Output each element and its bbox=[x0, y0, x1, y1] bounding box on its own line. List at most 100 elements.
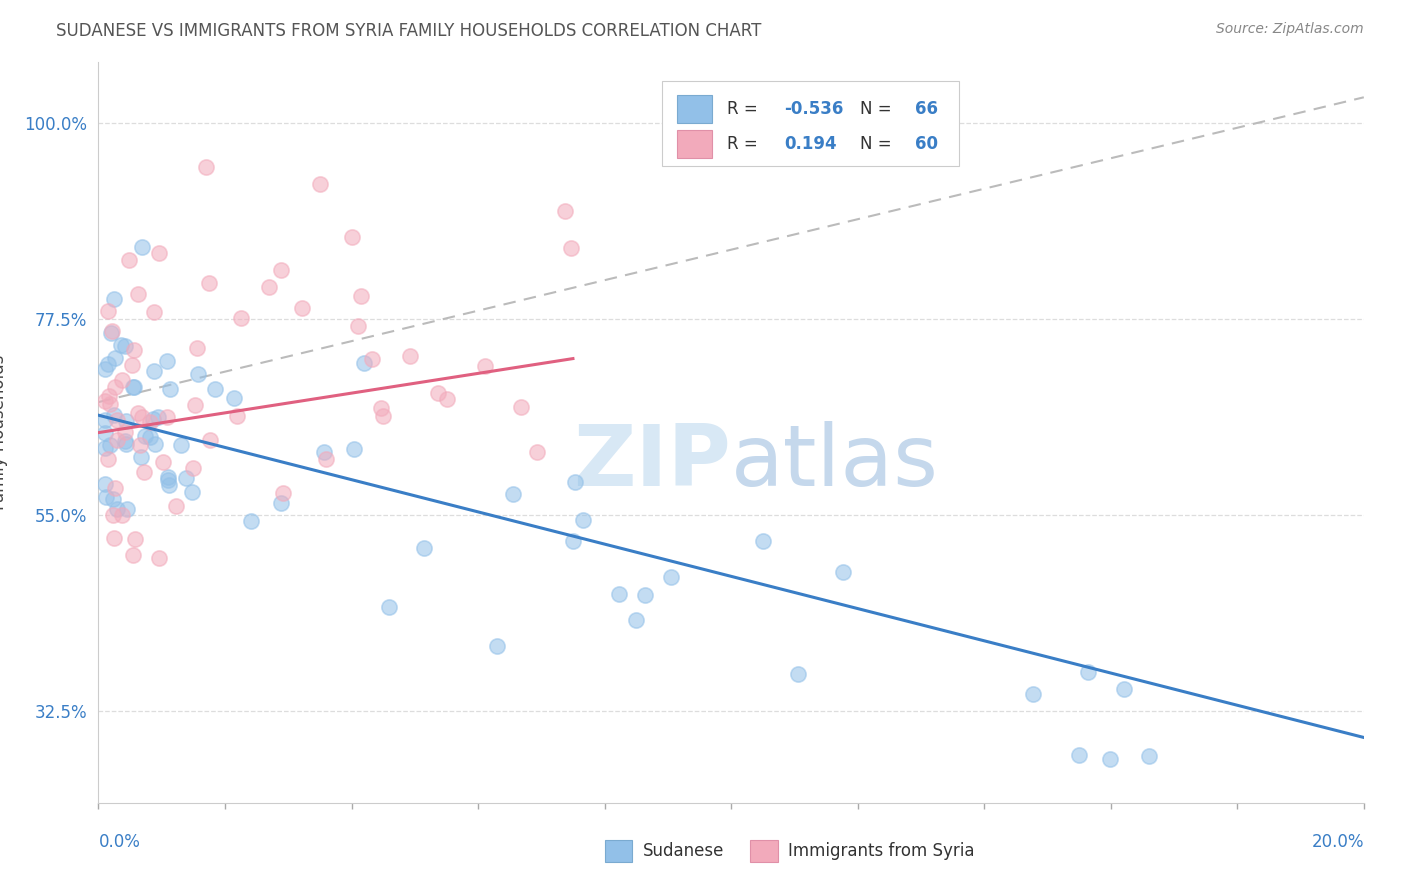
Text: N =: N = bbox=[860, 100, 897, 118]
Point bbox=[139, 430, 162, 444]
Point bbox=[115, 437, 138, 451]
Point bbox=[148, 551, 170, 566]
Point bbox=[114, 339, 136, 353]
Point bbox=[131, 240, 153, 254]
Point bbox=[114, 425, 136, 439]
Point bbox=[143, 436, 166, 450]
Point bbox=[183, 460, 205, 475]
Point bbox=[180, 485, 202, 500]
Text: 20.0%: 20.0% bbox=[1312, 833, 1364, 851]
Point bbox=[103, 531, 125, 545]
Point bbox=[122, 379, 145, 393]
Point bbox=[198, 276, 221, 290]
Point bbox=[240, 514, 263, 528]
Point bbox=[194, 160, 218, 174]
Point bbox=[143, 305, 166, 319]
Text: N =: N = bbox=[860, 135, 897, 153]
Point bbox=[343, 442, 366, 457]
Point bbox=[502, 487, 524, 501]
Point bbox=[124, 343, 146, 357]
Point bbox=[97, 452, 120, 467]
Point bbox=[131, 450, 153, 464]
Point bbox=[93, 476, 117, 491]
Point bbox=[115, 502, 138, 516]
Point bbox=[98, 389, 121, 403]
Point bbox=[103, 293, 125, 307]
Point bbox=[122, 548, 145, 562]
Point bbox=[353, 355, 375, 369]
Point bbox=[115, 413, 138, 427]
Point bbox=[93, 426, 117, 441]
Point bbox=[634, 588, 657, 602]
Point bbox=[309, 178, 332, 192]
Point bbox=[101, 508, 124, 522]
Point bbox=[347, 318, 370, 333]
Point bbox=[174, 471, 197, 485]
Point bbox=[399, 349, 422, 363]
Point bbox=[96, 490, 118, 504]
Bar bbox=[676, 95, 711, 123]
Point bbox=[427, 386, 450, 401]
Point bbox=[786, 667, 808, 681]
Point bbox=[186, 341, 208, 355]
Point bbox=[134, 428, 156, 442]
Point bbox=[104, 481, 127, 495]
Point bbox=[370, 401, 392, 415]
Point bbox=[104, 380, 127, 394]
Point bbox=[148, 410, 170, 425]
Point bbox=[143, 364, 166, 378]
Point bbox=[198, 434, 221, 448]
Point bbox=[98, 438, 121, 452]
Point bbox=[98, 397, 121, 411]
Point bbox=[291, 301, 314, 315]
Point bbox=[1137, 748, 1160, 763]
Point bbox=[114, 434, 136, 449]
Point bbox=[105, 413, 128, 427]
Point bbox=[138, 415, 160, 429]
Text: R =: R = bbox=[727, 135, 763, 153]
Point bbox=[271, 486, 294, 500]
Point bbox=[122, 380, 145, 394]
Point bbox=[127, 407, 149, 421]
Point bbox=[270, 263, 292, 277]
Point bbox=[131, 410, 153, 425]
Text: 66: 66 bbox=[914, 100, 938, 118]
Point bbox=[571, 513, 593, 527]
Point bbox=[315, 451, 337, 466]
Point bbox=[474, 359, 496, 373]
Point bbox=[155, 354, 177, 368]
Point bbox=[371, 409, 394, 424]
Point bbox=[1022, 687, 1045, 701]
Point bbox=[121, 359, 143, 373]
Point bbox=[124, 532, 146, 546]
Point bbox=[93, 394, 117, 409]
Bar bbox=[676, 130, 711, 158]
Point bbox=[1076, 665, 1098, 680]
Point bbox=[105, 433, 128, 447]
Point bbox=[554, 203, 576, 218]
Point bbox=[187, 368, 209, 382]
Point bbox=[103, 408, 125, 422]
Point bbox=[110, 373, 132, 387]
Point bbox=[100, 326, 122, 340]
Point bbox=[226, 409, 249, 424]
Point bbox=[486, 639, 509, 653]
Point bbox=[560, 241, 582, 255]
Point bbox=[127, 286, 149, 301]
Point bbox=[222, 391, 245, 405]
Text: Source: ZipAtlas.com: Source: ZipAtlas.com bbox=[1216, 22, 1364, 37]
Point bbox=[148, 245, 170, 260]
Text: atlas: atlas bbox=[731, 421, 939, 504]
Point bbox=[751, 534, 773, 549]
Text: R =: R = bbox=[727, 100, 763, 118]
Point bbox=[360, 351, 382, 366]
Point bbox=[128, 438, 150, 452]
Point bbox=[832, 565, 855, 579]
Point bbox=[156, 409, 179, 424]
Text: -0.536: -0.536 bbox=[785, 100, 844, 118]
Point bbox=[97, 358, 120, 372]
Point bbox=[110, 338, 132, 352]
Point bbox=[93, 412, 117, 426]
Point bbox=[156, 473, 179, 487]
Point bbox=[97, 304, 120, 318]
